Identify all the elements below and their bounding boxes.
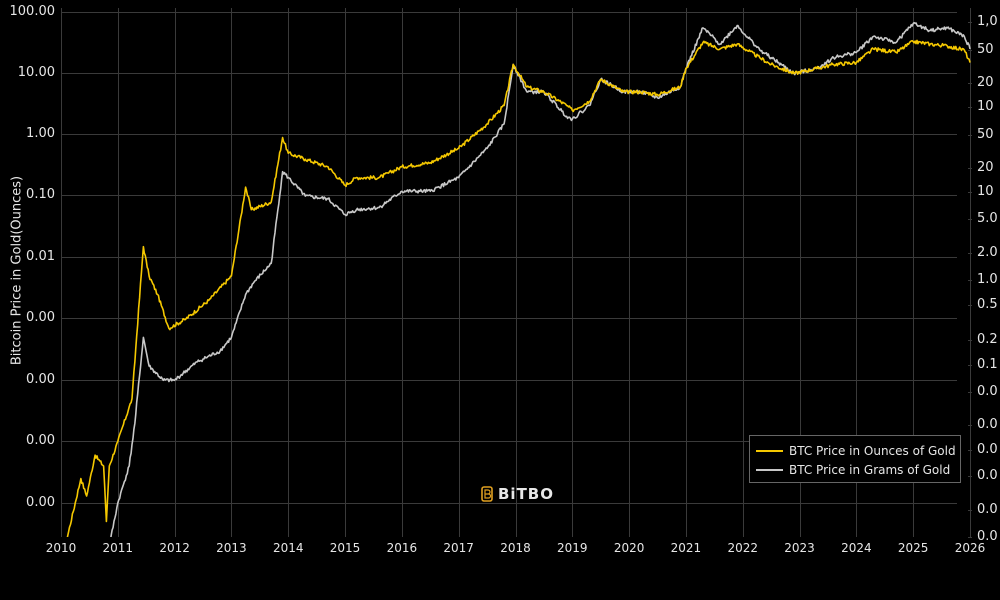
y-tick-right: 0.1 [977, 357, 998, 372]
bitbo-logo-icon [481, 486, 493, 502]
y-tick-left: 0.10 [26, 187, 55, 202]
y-tick-right: 0.0 [977, 468, 998, 483]
y-tick-right: 50 [977, 42, 994, 57]
y-tick-right: 10 [977, 99, 994, 114]
x-tick: 2021 [670, 541, 702, 555]
y-tick-left: 0.00 [26, 372, 55, 387]
y-tick-right: 1.0 [977, 272, 998, 287]
y-tick-right: 1,0 [977, 14, 998, 29]
y-tick-right: 10 [977, 184, 994, 199]
series-line-grams [110, 21, 971, 537]
y-tick-right: 0.0 [977, 442, 998, 457]
x-tick: 2025 [897, 541, 929, 555]
x-tick: 2014 [272, 541, 304, 555]
x-tick: 2011 [102, 541, 134, 555]
x-tick: 2019 [557, 541, 588, 555]
y-tick-right: 5.0 [977, 211, 998, 226]
legend-label-grams: BTC Price in Grams of Gold [789, 462, 951, 477]
y-tick-left: 0.01 [26, 249, 55, 264]
x-tick: 2023 [784, 541, 815, 555]
x-tick: 2024 [841, 541, 872, 555]
y-tick-right: 2.0 [977, 245, 998, 260]
x-tick: 2022 [727, 541, 759, 555]
x-tick: 2018 [500, 541, 531, 555]
y-tick-right: 50 [977, 127, 994, 142]
y-tick-right: 20 [977, 160, 994, 175]
legend-label-ounces: BTC Price in Ounces of Gold [789, 443, 956, 458]
x-tick: 2016 [386, 541, 418, 555]
watermark-text: BiTBO [498, 485, 554, 503]
y-tick-right: 0.0 [977, 417, 998, 432]
y-tick-left: 100.00 [9, 4, 56, 19]
legend-item-ounces[interactable]: BTC Price in Ounces of Gold [756, 441, 960, 460]
legend-swatch-grams [756, 468, 783, 471]
y-tick-left: 1.00 [26, 126, 55, 141]
bitbo-watermark: BiTBO [481, 485, 554, 503]
y-tick-right: 0.0 [977, 502, 998, 517]
y-tick-right: 20 [977, 75, 994, 90]
x-tick: 2010 [45, 541, 77, 555]
y-tick-right: 0.0 [977, 529, 998, 544]
series-line-ounces [66, 39, 971, 537]
y-tick-left: 10.00 [17, 65, 55, 80]
x-tick: 2017 [443, 541, 474, 555]
x-tick: 2013 [216, 541, 247, 555]
x-tick: 2012 [159, 541, 190, 555]
legend-item-grams[interactable]: BTC Price in Grams of Gold [756, 460, 960, 479]
y-tick-left: 0.00 [26, 495, 55, 510]
y-axis-title: Bitcoin Price in Gold(Ounces) [9, 175, 25, 366]
legend-swatch-ounces [756, 449, 783, 452]
y-tick-right: 0.5 [977, 297, 998, 312]
y-tick-left: 0.00 [26, 310, 55, 325]
chart-legend: BTC Price in Ounces of Gold BTC Price in… [749, 435, 961, 483]
y-tick-right: 0.0 [977, 384, 998, 399]
y-tick-right: 0.2 [977, 332, 998, 347]
x-tick: 2015 [329, 541, 361, 555]
x-tick: 2026 [954, 541, 986, 555]
x-tick: 2020 [613, 541, 645, 555]
y-tick-left: 0.00 [26, 433, 55, 448]
